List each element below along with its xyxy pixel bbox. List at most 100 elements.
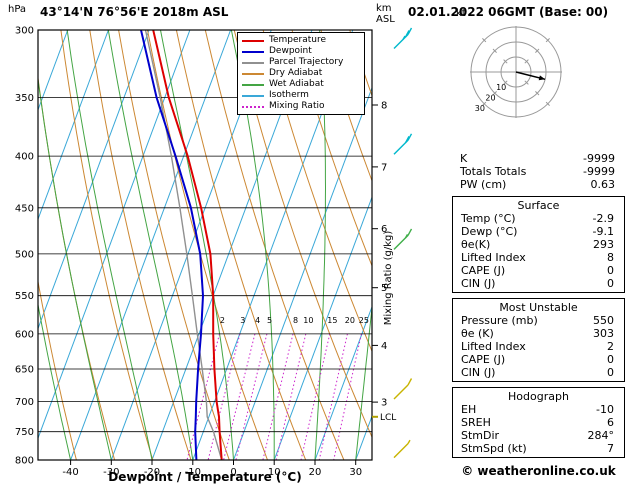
stat-label: θe(K) xyxy=(461,238,491,251)
stats-section-title: Hodograph xyxy=(508,390,569,403)
legend-swatch xyxy=(242,105,264,108)
mixing-ratio-value-label: 15 xyxy=(327,316,337,325)
stat-label: StmDir xyxy=(461,429,500,442)
isotherm-line xyxy=(38,30,191,440)
wet-adiabat-line xyxy=(396,30,457,460)
km-tick-label: 7 xyxy=(381,162,387,173)
isotherm-line xyxy=(38,30,109,221)
stat-value: 7 xyxy=(607,442,614,455)
hodograph-ring xyxy=(485,41,547,103)
stat-label: Lifted Index xyxy=(461,251,526,264)
stat-value: 2 xyxy=(607,340,614,353)
stat-label: CAPE (J) xyxy=(461,264,506,277)
legend-item-temperature: Temperature xyxy=(242,35,360,46)
isotherm-line xyxy=(314,305,372,460)
asl-unit-label: ASL xyxy=(376,14,395,25)
hodograph-ring-label: 20 xyxy=(485,94,495,103)
stat-value: -2.9 xyxy=(592,212,614,225)
km-tick-label: 5 xyxy=(381,283,387,294)
stat-row: θe (K) 303 xyxy=(453,327,624,340)
mixing-ratio-line xyxy=(318,333,348,460)
legend-label: Dewpoint xyxy=(269,46,312,56)
legend-label: Wet Adiabat xyxy=(269,79,324,89)
copyright: © weatheronline.co.uk xyxy=(461,464,616,478)
temp-tick-label: 10 xyxy=(268,467,281,478)
stat-row: Dewp (°C) -9.1 xyxy=(453,225,624,238)
stat-value: 0 xyxy=(607,353,614,366)
stats-section-hodograph: Hodograph EH -10 SREH 6 StmDir 284° StmSpd (kt)… xyxy=(452,387,625,458)
pressure-tick-label: 300 xyxy=(15,26,34,37)
stat-row: StmDir 284° xyxy=(453,429,624,442)
stat-row: CAPE (J) 0 xyxy=(453,353,624,366)
chart-legend: Temperature Dewpoint Parcel Trajectory Dry … xyxy=(237,32,365,115)
stat-value: 293 xyxy=(593,238,614,251)
legend-item-dry-adiabat: Dry Adiabat xyxy=(242,68,360,79)
profile-temperature xyxy=(152,30,223,460)
legend-label: Dry Adiabat xyxy=(269,68,323,78)
mixing-ratio-line xyxy=(262,333,294,460)
legend-swatch xyxy=(242,39,264,42)
wind-barb xyxy=(393,133,413,155)
stat-label: Temp (°C) xyxy=(461,212,516,225)
km-unit-label: km xyxy=(376,3,392,14)
stats-section-title: Surface xyxy=(517,199,560,212)
stat-row: Pressure (mb) 550 xyxy=(453,314,624,327)
wind-barb xyxy=(393,228,413,250)
legend-label: Isotherm xyxy=(269,90,309,100)
pressure-tick-label: 800 xyxy=(15,456,34,467)
station-title: 43°14'N 76°56'E 2018m ASL xyxy=(40,5,229,19)
stat-value: 0 xyxy=(607,277,614,290)
stat-row: CAPE (J) 0 xyxy=(453,264,624,277)
isotherm-line xyxy=(38,30,150,331)
legend-swatch xyxy=(242,94,264,97)
stat-row: EH -10 xyxy=(453,403,624,416)
legend-swatch xyxy=(242,50,264,53)
stat-row: StmSpd (kt) 7 xyxy=(453,442,624,455)
legend-item-isotherm: Isotherm xyxy=(242,90,360,101)
legend-swatch xyxy=(242,83,264,86)
lcl-label: LCL xyxy=(380,413,396,423)
temp-tick-label: -20 xyxy=(144,467,160,478)
temp-tick-label: 0 xyxy=(230,467,236,478)
mixing-ratio-value-label: 10 xyxy=(303,316,313,325)
pressure-tick-label: 550 xyxy=(15,291,34,302)
mixing-ratio-value-label: 2 xyxy=(220,316,225,325)
wet-adiabat-line xyxy=(107,30,194,460)
mixing-ratio-value-label: 20 xyxy=(345,316,355,325)
stat-row: CIN (J) 0 xyxy=(453,277,624,290)
altitude-axis-unit: km ASL xyxy=(376,3,395,25)
legend-item-dewpoint: Dewpoint xyxy=(242,46,360,57)
dry-adiabat-line xyxy=(320,30,372,183)
stat-row: Temp (°C) -2.9 xyxy=(453,212,624,225)
stats-section-title: Most Unstable xyxy=(499,301,578,314)
pressure-tick-label: 450 xyxy=(15,203,34,214)
wind-barb xyxy=(393,378,413,400)
stat-row: PW (cm) 0.63 xyxy=(452,178,625,191)
hodograph-ring xyxy=(500,56,532,88)
pressure-tick-label: 650 xyxy=(15,365,34,376)
wind-barb xyxy=(393,439,411,459)
legend-item-mixing-ratio: Mixing Ratio xyxy=(242,101,360,112)
hodograph-plot xyxy=(470,26,562,118)
stat-label: PW (cm) xyxy=(460,178,507,191)
x-axis-title: Dewpoint / Temperature (°C) xyxy=(108,470,301,484)
plot-frame xyxy=(37,29,373,461)
stat-value: -9999 xyxy=(583,152,615,165)
mixing-ratio-line xyxy=(207,333,241,460)
mixing-ratio-line xyxy=(223,333,256,460)
hodograph-ring-label: 10 xyxy=(496,83,506,92)
mixing-ratio-value-label: 5 xyxy=(267,316,272,325)
stat-label: Dewp (°C) xyxy=(461,225,518,238)
wet-adiabat-line xyxy=(355,302,372,460)
stat-value: -9.1 xyxy=(592,225,614,238)
stat-value: 0 xyxy=(607,366,614,379)
wet-adiabat-line xyxy=(38,301,72,460)
mixing-ratio-line xyxy=(235,333,268,460)
stats-panel: K -9999 Totals Totals -9999 PW (cm) 0.63 Surfa… xyxy=(452,152,625,458)
stat-label: SREH xyxy=(461,416,491,429)
temp-tick-label: -10 xyxy=(185,467,201,478)
sounding-profiles xyxy=(140,30,223,460)
stat-value: -10 xyxy=(596,403,614,416)
stat-row: CIN (J) 0 xyxy=(453,366,624,379)
isotherm-line xyxy=(233,86,372,460)
